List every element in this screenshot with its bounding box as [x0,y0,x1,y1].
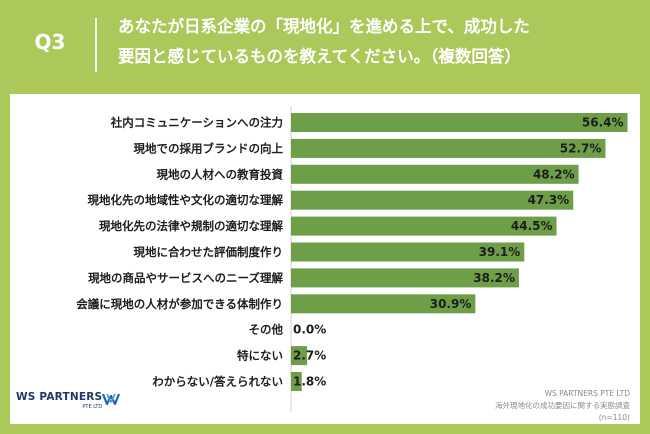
category-label: 現地での採用ブランドの向上 [134,141,284,155]
value-label: 1.8% [293,375,326,389]
category-label: その他 [249,323,284,337]
source-note: WS PARTNERS PTE LTD 海外現地化の成功要因に関する実態調査 (… [495,388,630,424]
category-label: 特にない [237,349,283,363]
bar [291,190,574,210]
value-label: 30.9% [430,297,472,311]
logo-name: WS PARTNERS [16,391,103,403]
header: Q3 あなたが日系企業の「現地化」を進める上で、成功した 要因と感じているものを… [0,0,650,88]
chart-panel: 社内コミュニケーションへの注力 56.4% 現地での採用ブランドの向上 52.7% 現地… [10,94,640,424]
bar-chart: 社内コミュニケーションへの注力 56.4% 現地での採用ブランドの向上 52.7% 現地… [75,106,628,412]
value-label: 48.2% [533,167,575,181]
logo-sub: PTE LTD [82,404,103,410]
category-label: 社内コミュニケーションへの注力 [110,116,283,130]
category-label: 会議に現地の人材が参加できる体制作り [75,297,283,311]
category-label: 現地に合わせた評価制度作り [134,245,284,259]
bar [291,164,579,184]
source-company: WS PARTNERS PTE LTD [544,389,630,398]
bar [291,346,308,366]
source-sample-size: (n=110) [598,413,630,422]
question-text: あなたが日系企業の「現地化」を進める上で、成功した 要因と感じているものを教えて… [118,17,530,66]
category-label: 現地化先の法律や規制の適切な理解 [99,219,283,233]
category-label: 現地の商品やサービスへのニーズ理解 [88,271,283,285]
header-divider [95,18,97,72]
value-label: 39.1% [479,245,521,259]
question-number: Q3 [34,30,66,54]
category-label: わからない/答えられない [152,375,283,389]
bar [291,138,606,158]
ws-partners-logo-icon [102,393,121,406]
value-label: 2.7% [293,349,326,363]
company-logo: WS PARTNERS PTE LTD [16,391,122,410]
bar [291,268,519,288]
category-label: 現地化先の地域性や文化の適切な理解 [88,193,284,207]
category-label: 現地の人材への教育投資 [157,167,284,181]
value-label: 38.2% [473,271,515,285]
bar [291,372,302,391]
value-label: 47.3% [528,193,570,207]
logo-text: WS PARTNERS PTE LTD [16,391,102,410]
bar [291,216,557,236]
value-label: 56.4% [582,116,624,130]
value-label: 52.7% [560,141,602,155]
source-survey: 海外現地化の成功要因に関する実態調査 [495,401,630,410]
value-label: 0.0% [293,323,326,337]
value-label: 44.5% [511,219,553,233]
bar [291,113,628,132]
bar [291,294,476,314]
bar [291,242,525,262]
